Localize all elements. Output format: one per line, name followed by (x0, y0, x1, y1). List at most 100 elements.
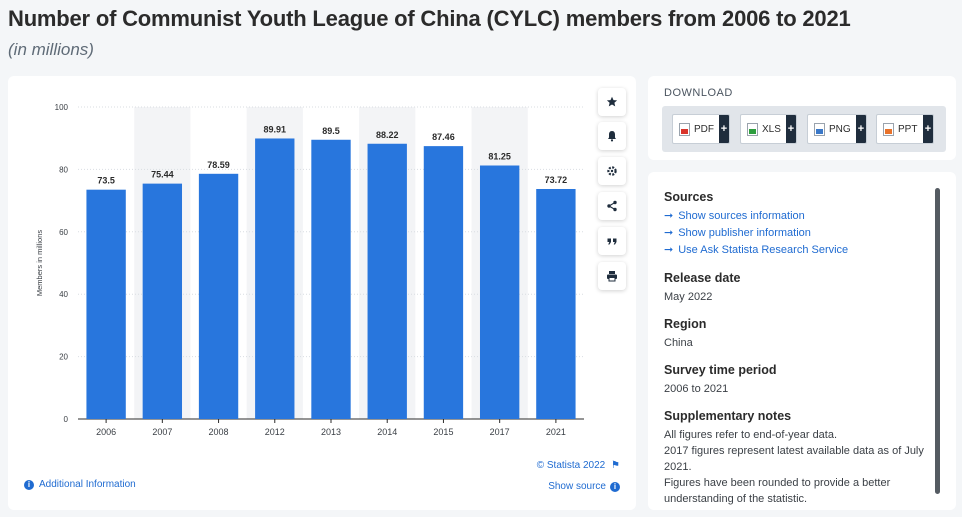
credit-text: © Statista 2022 (536, 460, 606, 471)
download-png-button[interactable]: PNG + (807, 114, 867, 144)
show-source-label: Show source (548, 481, 606, 492)
download-panel: DOWNLOAD PDF + XLS + PNG + PPT + (648, 76, 956, 160)
data-label: 88.22 (376, 130, 399, 140)
show-source-link[interactable]: Show source i (548, 481, 620, 492)
x-tick-label: 2013 (321, 427, 341, 437)
show-sources-label: Show sources information (678, 210, 805, 222)
favorite-button[interactable] (598, 88, 626, 116)
release-date-section: Release date May 2022 (664, 271, 934, 305)
download-png-label: PNG (829, 123, 851, 135)
download-bar: PDF + XLS + PNG + PPT + (662, 106, 946, 152)
pdf-file-icon (679, 122, 690, 136)
source-info-panel: Sources ➞ Show sources information ➞ Show … (648, 172, 956, 510)
ppt-file-color (885, 128, 892, 134)
data-label: 89.91 (264, 124, 287, 134)
x-tick-label: 2007 (152, 427, 172, 437)
notification-button[interactable] (598, 122, 626, 150)
download-pdf-label: PDF (694, 123, 714, 135)
x-tick-label: 2006 (96, 427, 116, 437)
additional-information-link[interactable]: i Additional Information (24, 479, 136, 490)
x-tick-label: 2012 (265, 427, 285, 437)
survey-period-heading: Survey time period (664, 363, 777, 377)
region-value: China (664, 337, 693, 349)
y-tick-label: 80 (59, 165, 68, 174)
statista-credit[interactable]: © Statista 2022 ⚑ (537, 460, 620, 471)
arrow-right-icon: ➞ (664, 210, 674, 222)
region-heading: Region (664, 317, 707, 331)
data-label: 75.44 (151, 170, 174, 180)
sources-section: Sources ➞ Show sources information ➞ Show … (664, 190, 934, 259)
bar-2006 (86, 189, 126, 419)
bar-2013 (311, 139, 351, 419)
png-file-icon (814, 122, 825, 136)
show-sources-link[interactable]: ➞ Show sources information (664, 208, 934, 225)
cite-button[interactable] (598, 227, 626, 255)
release-date-heading: Release date (664, 271, 741, 285)
page-title: Number of Communist Youth League of Chin… (8, 6, 851, 31)
additional-information-label: Additional Information (39, 479, 136, 490)
note-line: 2017 figures represent latest available … (664, 445, 924, 473)
download-xls-label: XLS (762, 123, 781, 135)
data-label: 89.5 (322, 126, 340, 136)
x-tick-label: 2021 (546, 427, 566, 437)
sources-heading: Sources (664, 190, 714, 204)
show-publisher-link[interactable]: ➞ Show publisher information (664, 225, 934, 242)
download-xls-button[interactable]: XLS + (740, 114, 797, 144)
data-label: 87.46 (432, 132, 455, 142)
xls-file-color (749, 128, 756, 134)
bar-2015 (423, 146, 464, 419)
note-line: Figures have been rounded to provide a b… (664, 477, 891, 505)
info-icon: i (610, 481, 620, 492)
y-tick-label: 0 (64, 415, 69, 424)
plus-icon: + (719, 115, 729, 143)
download-pdf-button[interactable]: PDF + (672, 114, 730, 144)
y-tick-label: 100 (55, 103, 69, 112)
region-section: Region China (664, 317, 934, 351)
download-ppt-label: PPT (898, 123, 918, 135)
release-date-value: May 2022 (664, 291, 713, 303)
print-icon (607, 271, 617, 282)
pdf-file-color (681, 128, 688, 134)
survey-period-value: 2006 to 2021 (664, 383, 729, 395)
bar-2014 (367, 143, 407, 419)
info-scroll-area: Sources ➞ Show sources information ➞ Show … (664, 190, 934, 510)
info-scrollbar[interactable] (935, 188, 940, 494)
bar-2017 (479, 165, 520, 419)
y-axis-label: Members in millions (35, 230, 44, 297)
chart-card: 0 20 40 60 80 100 73.5 2006 75.44 2007 78.59 2008 89… (8, 76, 636, 510)
y-tick-label: 40 (59, 290, 68, 299)
print-button[interactable] (598, 262, 626, 290)
x-tick-label: 2014 (377, 427, 397, 437)
share-icon (607, 200, 617, 212)
plus-icon: + (856, 115, 866, 143)
arrow-right-icon: ➞ (664, 227, 674, 239)
arrow-right-icon: ➞ (664, 244, 674, 256)
x-tick-label: 2008 (209, 427, 229, 437)
data-label: 73.5 (97, 176, 115, 186)
y-tick-label: 20 (59, 353, 68, 362)
note-line: All figures refer to end-of-year data. (664, 429, 838, 441)
plus-icon: + (786, 115, 796, 143)
settings-button[interactable] (598, 157, 626, 185)
data-label: 73.72 (545, 175, 568, 185)
gear-icon (607, 166, 617, 176)
ask-statista-label: Use Ask Statista Research Service (678, 244, 849, 256)
ask-statista-link[interactable]: ➞ Use Ask Statista Research Service (664, 242, 934, 259)
flag-icon: ⚑ (611, 460, 620, 471)
x-tick-label: 2015 (433, 427, 453, 437)
png-file-color (816, 128, 823, 134)
info-icon: i (24, 479, 34, 490)
supplementary-notes-section: Supplementary notes All figures refer to… (664, 409, 934, 507)
download-title: DOWNLOAD (664, 87, 733, 99)
download-ppt-button[interactable]: PPT + (876, 114, 934, 144)
bar-2021 (536, 188, 576, 419)
bar-2012 (255, 138, 295, 419)
ppt-file-icon (883, 122, 894, 136)
share-button[interactable] (598, 192, 626, 220)
bar-2008 (198, 173, 239, 419)
star-icon (606, 96, 618, 107)
bar-2007 (142, 183, 183, 419)
bell-icon (608, 131, 616, 142)
survey-period-section: Survey time period 2006 to 2021 (664, 363, 934, 397)
quote-icon (607, 238, 617, 245)
